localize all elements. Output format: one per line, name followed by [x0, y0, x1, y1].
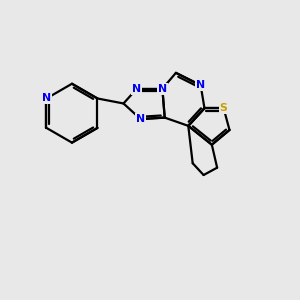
Text: N: N: [158, 84, 167, 94]
Text: N: N: [136, 114, 145, 124]
Text: N: N: [196, 80, 205, 90]
Text: N: N: [132, 84, 141, 94]
Text: S: S: [220, 103, 227, 113]
Text: N: N: [42, 94, 51, 103]
